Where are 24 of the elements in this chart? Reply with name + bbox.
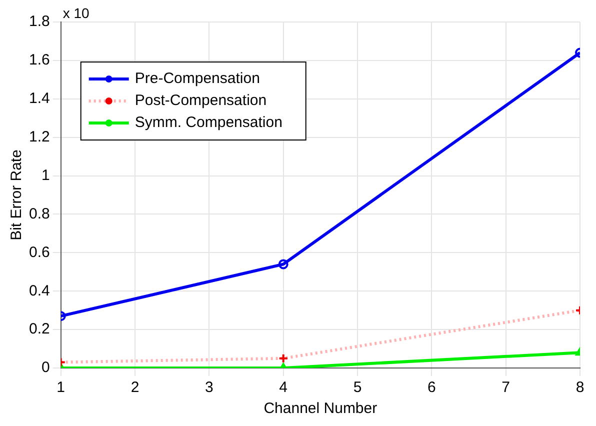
y-tick-label: 0.8 [28, 205, 50, 222]
y-tick-label: 1.6 [28, 52, 50, 69]
legend-label: Symm. Compensation [134, 114, 282, 132]
legend-label: Pre-Compensation [134, 70, 260, 88]
x-tick-label: 3 [205, 379, 214, 396]
y-tick-label: 0 [42, 359, 50, 376]
x-tick-label: 2 [130, 379, 140, 396]
x-tick-label: 1 [56, 379, 66, 396]
x-tick-label: 7 [502, 379, 510, 396]
y-tick-label: 1.8 [28, 13, 50, 30]
x-axis-title: Channel Number [264, 400, 378, 418]
y-tick-label: 0.4 [28, 282, 50, 300]
x-tick-label: 4 [279, 379, 288, 396]
x-tick-label: 5 [353, 379, 362, 396]
y-tick-label: 0.2 [28, 320, 50, 338]
y-tick-label: 1.4 [28, 90, 50, 108]
legend-label: Post-Compensation [134, 92, 267, 110]
y-axis-title: Bit Error Rate [8, 150, 26, 240]
x-tick-label: 8 [576, 379, 584, 396]
y-tick-label: 0.6 [28, 244, 50, 261]
y-tick-label: 1.2 [28, 128, 50, 146]
y-tick-label: 1 [42, 166, 50, 184]
x-tick-label: 6 [428, 379, 436, 396]
text: x 10 [62, 4, 90, 21]
